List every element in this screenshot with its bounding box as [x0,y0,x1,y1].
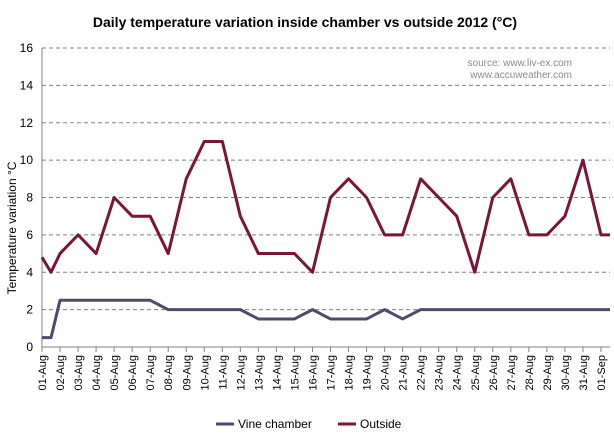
series-layer [40,139,610,340]
x-tick-label: 04-Aug [91,355,103,390]
x-tick-label: 28-Aug [524,355,536,390]
x-tick-label: 01-Sep [596,355,608,390]
x-tick-label: 08-Aug [163,355,175,390]
y-tick-label: 4 [26,265,33,279]
x-tick-label: 12-Aug [235,355,247,390]
x-tick-label: 31-Aug [578,355,590,390]
series-line-outside [40,139,610,274]
y-tick-label: 6 [26,228,33,242]
x-tick-label: 20-Aug [380,355,392,390]
y-tick-label: 16 [20,41,34,55]
x-tick-label: 26-Aug [488,355,500,390]
legend-label-vine-chamber: Vine chamber [238,417,312,431]
x-tick-label: 06-Aug [127,355,139,390]
x-tick-label: 18-Aug [344,355,356,390]
x-tick-label: 10-Aug [199,355,211,390]
x-tick-label: 24-Aug [452,355,464,390]
y-tick-label: 8 [26,191,33,205]
legend-label-outside: Outside [360,417,402,431]
x-tick-label: 19-Aug [362,355,374,390]
source-line-1: source: www.liv-ex.com [468,58,572,69]
y-tick-label: 12 [20,116,34,130]
x-tick-label: 29-Aug [542,355,554,390]
x-tick-label: 07-Aug [145,355,157,390]
x-tick-label: 17-Aug [326,355,338,390]
x-tick-label: 09-Aug [181,355,193,390]
x-tick-label: 16-Aug [307,355,319,390]
x-tick-label: 02-Aug [55,355,67,390]
y-tick-label: 14 [20,78,34,92]
x-tick-label: 22-Aug [416,355,428,390]
x-tick-label: 01-Aug [37,355,49,390]
chart-title: Daily temperature variation inside chamb… [93,14,517,30]
x-tick-label: 03-Aug [73,355,85,390]
x-tick-label: 15-Aug [289,355,301,390]
y-tick-label: 2 [26,303,33,317]
source-line-2: www.accuweather.com [469,70,572,81]
y-tick-label: 0 [26,340,33,354]
ticks-layer: 0 2 4 6 8 10 12 14 16 01-Aug 02-Aug 03-Aug 04-Aug 05-… [20,41,608,390]
x-tick-label: 14-Aug [271,355,283,390]
x-tick-label: 30-Aug [560,355,572,390]
x-tick-label: 13-Aug [253,355,265,390]
y-axis-label: Temperature variation °C [5,161,19,294]
x-tick-label: 21-Aug [398,355,410,390]
y-tick-label: 10 [20,153,34,167]
legend: Vine chamber Outside [216,417,402,431]
x-tick-label: 25-Aug [470,355,482,390]
series-line-vine-chamber [42,298,610,340]
x-tick-label: 23-Aug [434,355,446,390]
x-tick-label: 11-Aug [217,355,229,390]
grid-layer [41,47,610,348]
x-tick-label: 27-Aug [506,355,518,390]
x-tick-label: 05-Aug [109,355,121,390]
